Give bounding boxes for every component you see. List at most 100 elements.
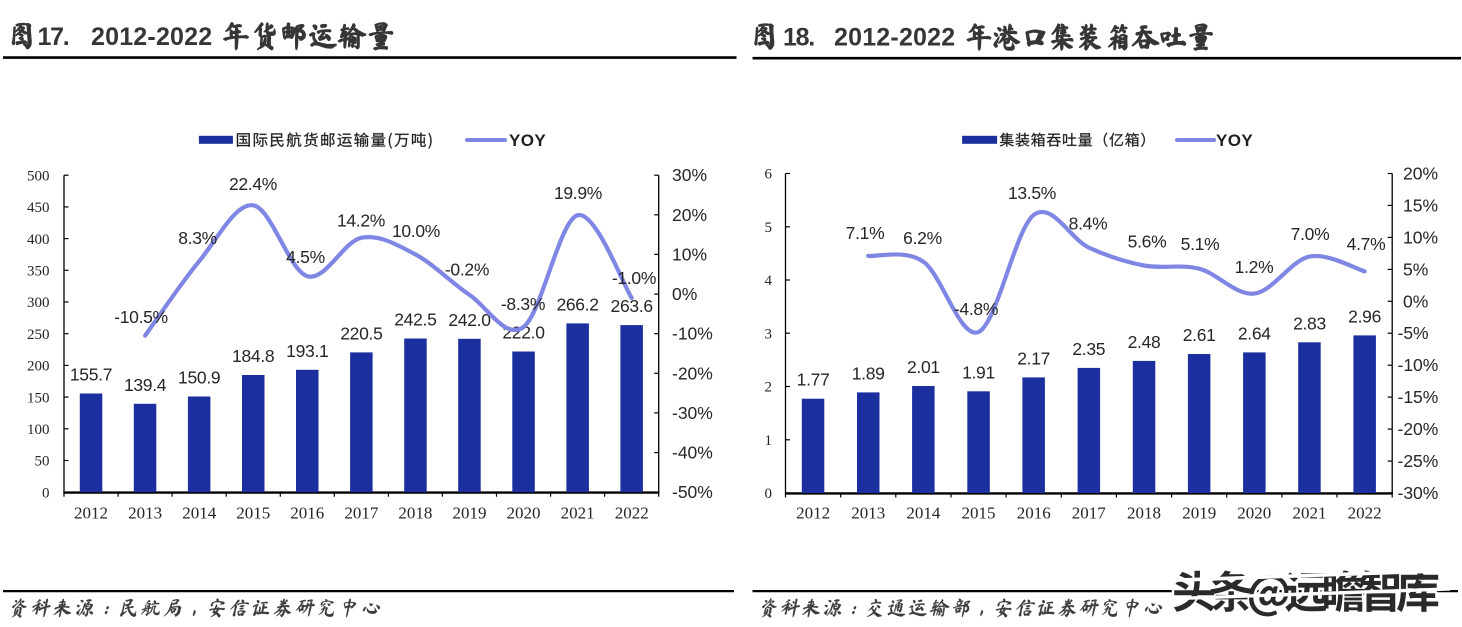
svg-text:2012-2022: 2012-2022 xyxy=(91,23,212,51)
svg-text:0%: 0% xyxy=(1403,291,1428,311)
svg-text:2020: 2020 xyxy=(1237,503,1271,522)
svg-text:2.48: 2.48 xyxy=(1128,332,1161,352)
svg-text:-10%: -10% xyxy=(1398,355,1439,375)
svg-text:0%: 0% xyxy=(672,284,697,304)
svg-text:150.9: 150.9 xyxy=(178,368,220,388)
svg-text:20%: 20% xyxy=(672,205,707,225)
svg-text:15%: 15% xyxy=(1403,195,1438,215)
svg-text:-8.3%: -8.3% xyxy=(501,294,545,314)
svg-text:242.0: 242.0 xyxy=(448,310,491,330)
svg-text:2: 2 xyxy=(765,380,773,396)
svg-text:2.17: 2.17 xyxy=(1017,348,1050,368)
svg-text:8.4%: 8.4% xyxy=(1069,214,1108,234)
svg-text:30%: 30% xyxy=(672,165,707,185)
svg-text:10%: 10% xyxy=(672,244,707,264)
svg-text:6: 6 xyxy=(765,167,773,183)
svg-text:266.2: 266.2 xyxy=(556,294,598,314)
svg-text:2022: 2022 xyxy=(615,503,649,522)
svg-text:5.1%: 5.1% xyxy=(1181,234,1220,254)
svg-text:2013: 2013 xyxy=(851,503,885,522)
svg-text:2014: 2014 xyxy=(906,503,941,522)
svg-text:5: 5 xyxy=(765,220,773,236)
svg-text:1: 1 xyxy=(765,433,773,449)
svg-text:2015: 2015 xyxy=(962,503,996,522)
svg-text:-10%: -10% xyxy=(672,324,713,344)
svg-text:139.4: 139.4 xyxy=(124,375,167,395)
svg-text:4: 4 xyxy=(765,273,773,289)
svg-text:14.2%: 14.2% xyxy=(337,211,385,231)
svg-text:200: 200 xyxy=(27,359,50,375)
svg-text:10%: 10% xyxy=(1403,227,1438,247)
svg-text:450: 450 xyxy=(27,200,50,216)
svg-text:YOY: YOY xyxy=(1216,131,1253,150)
svg-text:2013: 2013 xyxy=(128,503,162,522)
svg-text:-15%: -15% xyxy=(1398,387,1439,407)
svg-text:184.8: 184.8 xyxy=(232,346,274,366)
svg-text:-1.0%: -1.0% xyxy=(612,268,656,288)
svg-text:2021: 2021 xyxy=(561,503,595,522)
svg-text:2016: 2016 xyxy=(1017,503,1051,522)
svg-text:2019: 2019 xyxy=(1182,503,1216,522)
svg-text:1.77: 1.77 xyxy=(797,370,830,390)
svg-text:17.: 17. xyxy=(38,23,69,51)
svg-text:300: 300 xyxy=(27,295,50,311)
svg-text:500: 500 xyxy=(27,168,50,184)
svg-text:2.35: 2.35 xyxy=(1072,339,1105,359)
svg-text:7.1%: 7.1% xyxy=(846,223,885,243)
svg-text:0: 0 xyxy=(42,485,50,501)
svg-text:-20%: -20% xyxy=(1398,419,1439,439)
svg-text:2.83: 2.83 xyxy=(1293,313,1326,333)
svg-text:2012-2022: 2012-2022 xyxy=(834,23,955,51)
svg-text:250: 250 xyxy=(27,327,50,343)
svg-text:2017: 2017 xyxy=(1072,503,1107,522)
svg-text:2012: 2012 xyxy=(74,503,108,522)
svg-text:8.3%: 8.3% xyxy=(178,228,217,248)
svg-text:0: 0 xyxy=(765,486,773,502)
svg-text:2017: 2017 xyxy=(344,503,379,522)
svg-text:155.7: 155.7 xyxy=(70,365,112,385)
svg-text:2.96: 2.96 xyxy=(1348,306,1381,326)
svg-text:2015: 2015 xyxy=(236,503,270,522)
svg-text:20%: 20% xyxy=(1403,164,1438,184)
svg-text:1.2%: 1.2% xyxy=(1235,257,1274,277)
svg-text:2012: 2012 xyxy=(796,503,830,522)
svg-text:2021: 2021 xyxy=(1293,503,1327,522)
svg-text:220.5: 220.5 xyxy=(340,323,382,343)
svg-text:-10.5%: -10.5% xyxy=(114,307,168,327)
svg-text:2019: 2019 xyxy=(453,503,487,522)
svg-text:4.5%: 4.5% xyxy=(286,247,325,267)
svg-text:22.4%: 22.4% xyxy=(229,174,277,194)
svg-text:222.0: 222.0 xyxy=(502,323,545,343)
svg-text:18.: 18. xyxy=(783,23,814,51)
svg-text:350: 350 xyxy=(27,264,50,280)
svg-text:2020: 2020 xyxy=(507,503,541,522)
svg-text:7.0%: 7.0% xyxy=(1291,224,1330,244)
svg-text:5%: 5% xyxy=(1403,259,1428,279)
svg-text:193.1: 193.1 xyxy=(286,341,328,361)
svg-text:-5%: -5% xyxy=(1398,323,1429,343)
svg-text:2.01: 2.01 xyxy=(907,357,940,377)
svg-text:1.89: 1.89 xyxy=(852,363,885,383)
svg-text:-30%: -30% xyxy=(672,403,713,423)
svg-text:2.61: 2.61 xyxy=(1183,325,1216,345)
svg-text:19.9%: 19.9% xyxy=(554,183,602,203)
svg-text:10.0%: 10.0% xyxy=(392,221,440,241)
svg-text:3: 3 xyxy=(765,326,773,342)
svg-text:YOY: YOY xyxy=(509,131,546,150)
svg-text:2022: 2022 xyxy=(1348,503,1382,522)
svg-text:-30%: -30% xyxy=(1398,483,1439,503)
svg-text:150: 150 xyxy=(27,390,50,406)
svg-text:2.64: 2.64 xyxy=(1238,323,1271,343)
svg-text:242.5: 242.5 xyxy=(394,310,436,330)
svg-text:50: 50 xyxy=(35,454,50,470)
svg-text:-20%: -20% xyxy=(672,363,713,383)
svg-text:400: 400 xyxy=(27,232,50,248)
svg-text:-0.2%: -0.2% xyxy=(445,260,489,280)
svg-text:100: 100 xyxy=(27,422,50,438)
svg-text:13.5%: 13.5% xyxy=(1008,183,1056,203)
svg-text:4.7%: 4.7% xyxy=(1347,234,1386,254)
svg-text:-25%: -25% xyxy=(1398,451,1439,471)
svg-text:263.6: 263.6 xyxy=(611,296,653,316)
svg-text:2014: 2014 xyxy=(182,503,217,522)
svg-text:6.2%: 6.2% xyxy=(903,228,942,248)
